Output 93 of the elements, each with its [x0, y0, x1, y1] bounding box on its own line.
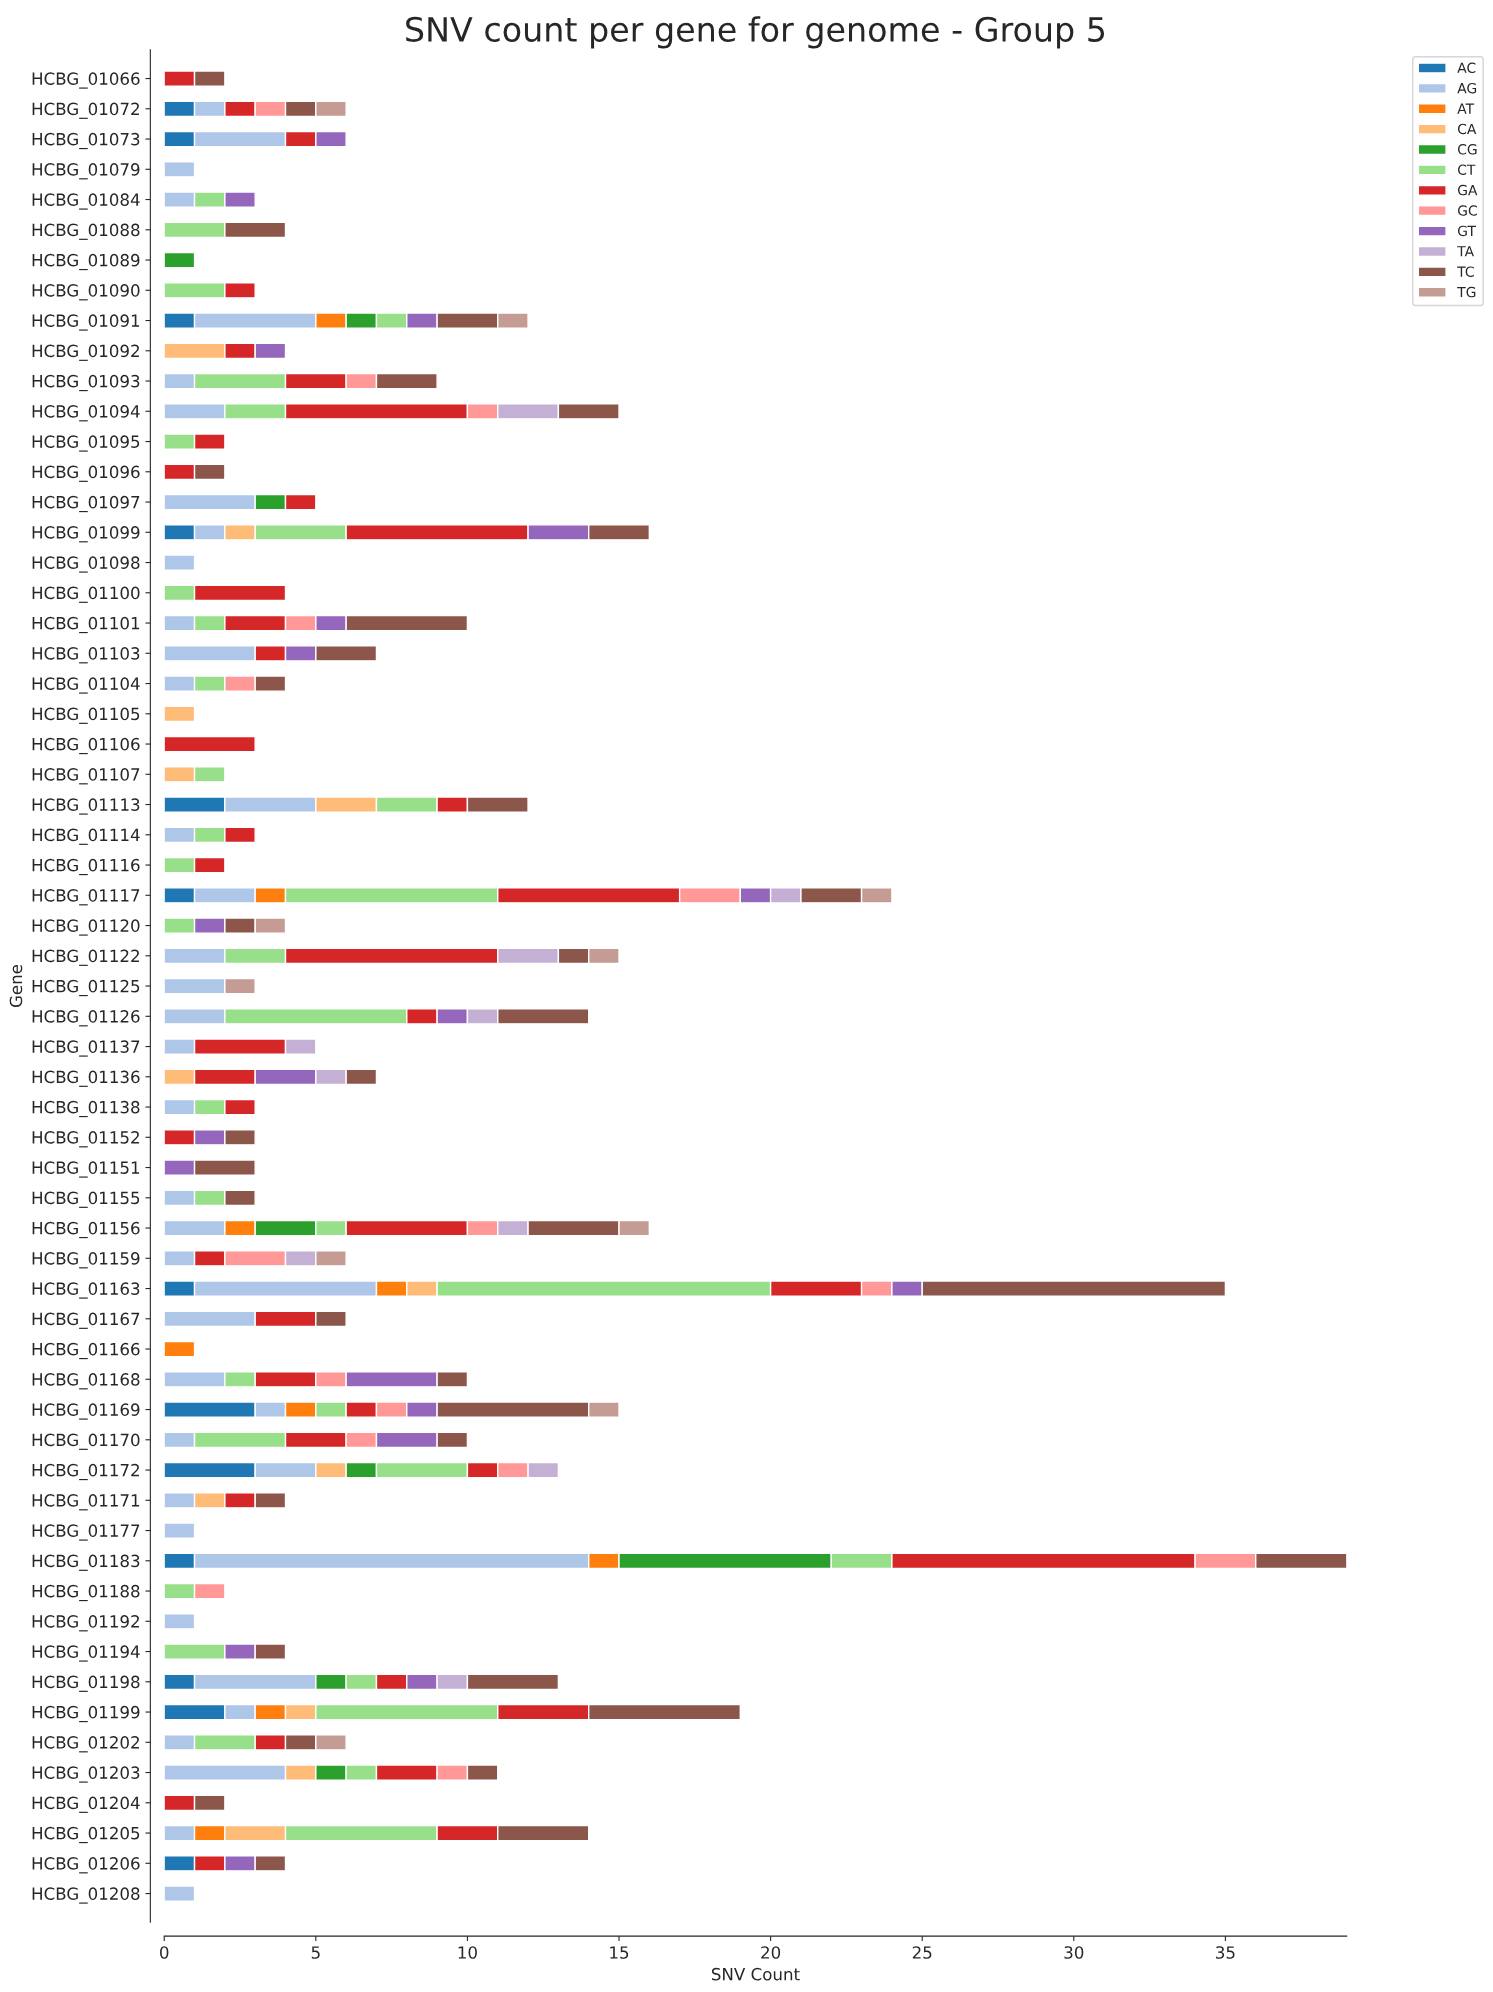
y-tick-label: HCBG_01120: [32, 919, 140, 936]
legend-label: GC: [1457, 205, 1477, 216]
y-tick-label: HCBG_01198: [32, 1675, 140, 1692]
bar: [164, 735, 256, 753]
y-tick-label: HCBG_01192: [32, 1615, 139, 1632]
y-tick-label: HCBG_01106: [32, 737, 140, 755]
legend-label: AC: [1457, 62, 1476, 74]
y-tick-label: HCBG_01204: [32, 1796, 140, 1813]
x-tick-label: 0: [160, 1946, 169, 1959]
y-tick-label: HCBG_01167: [32, 1312, 140, 1329]
bar: [164, 251, 196, 269]
y-tick-label: HCBG_01163: [32, 1282, 140, 1299]
y-tick-label: HCBG_01092: [32, 344, 139, 361]
x-tick-label: 5: [311, 1946, 320, 1959]
y-tick-label: HCBG_01188: [32, 1584, 140, 1602]
y-tick-label: HCBG_01104: [32, 677, 140, 694]
x-tick-label: 10: [458, 1946, 477, 1959]
y-tick-label: HCBG_01199: [32, 1705, 140, 1723]
legend-label: AT: [1457, 103, 1475, 114]
y-tick-label: HCBG_01159: [32, 1252, 140, 1269]
y-tick-label: HCBG_01206: [32, 1857, 140, 1874]
legend-label: CT: [1457, 164, 1476, 175]
y-tick-label: HCBG_01094: [32, 405, 140, 422]
y-tick-label: HCBG_01096: [32, 465, 140, 482]
y-tick-label: HCBG_01171: [32, 1494, 140, 1511]
y-tick-label: HCBG_01091: [32, 314, 140, 331]
y-tick-label: HCBG_01137: [32, 1040, 140, 1057]
x-tick-label: 35: [1216, 1946, 1235, 1959]
y-tick-label: HCBG_01125: [32, 979, 140, 997]
y-tick-label: HCBG_01168: [32, 1373, 140, 1390]
bar: [164, 1522, 196, 1539]
bar: [164, 1885, 196, 1902]
chart-title: SNV count per gene for genome - Group 5: [406, 16, 1105, 49]
y-tick-label: HCBG_01107: [32, 768, 140, 785]
x-tick-label: 15: [610, 1946, 629, 1959]
y-tick-label: HCBG_01072: [32, 102, 139, 119]
bar: [164, 161, 196, 178]
y-tick-label: HCBG_01103: [32, 647, 140, 664]
y-tick-label: HCBG_01098: [32, 556, 140, 573]
y-tick-label: HCBG_01122: [32, 949, 139, 966]
legend-label: TC: [1457, 266, 1474, 277]
y-tick-label: HCBG_01136: [32, 1070, 140, 1087]
y-tick-label: HCBG_01100: [32, 586, 140, 603]
y-tick-label: HCBG_01117: [32, 889, 140, 906]
y-tick-label: HCBG_01090: [32, 284, 140, 301]
y-tick-label: HCBG_01101: [32, 616, 140, 634]
y-tick-label: HCBG_01202: [32, 1736, 139, 1753]
y-tick-label: HCBG_01138: [32, 1100, 140, 1118]
legend-label: CA: [1457, 123, 1477, 135]
y-tick-label: HCBG_01084: [32, 193, 140, 210]
y-tick-label: HCBG_01079: [32, 163, 140, 180]
legend-label: AG: [1457, 82, 1477, 94]
bar: [164, 1340, 196, 1358]
x-tick-label: 20: [761, 1946, 781, 1959]
y-tick-label: HCBG_01114: [32, 828, 140, 845]
y-tick-label: HCBG_01097: [32, 495, 140, 513]
y-tick-label: HCBG_01099: [32, 526, 140, 543]
y-tick-label: HCBG_01156: [32, 1221, 140, 1239]
bar: [164, 1613, 196, 1630]
y-tick-label: HCBG_01088: [32, 223, 140, 240]
x-tick-label: 25: [912, 1946, 932, 1959]
y-tick-label: HCBG_01073: [32, 132, 140, 150]
y-tick-label: HCBG_01203: [32, 1766, 140, 1783]
y-tick-label: HCBG_01169: [32, 1403, 140, 1420]
y-tick-label: HCBG_01105: [32, 707, 140, 724]
legend-label: CG: [1457, 144, 1477, 155]
legend-label: GT: [1457, 225, 1476, 237]
x-tick-label: 30: [1064, 1946, 1084, 1959]
y-tick-label: HCBG_01113: [32, 798, 140, 815]
legend-label: TA: [1457, 246, 1474, 257]
y-tick-label: HCBG_01116: [32, 858, 140, 876]
y-tick-label: HCBG_01170: [32, 1433, 140, 1450]
y-tick-label: HCBG_01151: [32, 1161, 140, 1178]
y-tick-label: HCBG_01089: [32, 253, 140, 271]
y-tick-label: HCBG_01152: [32, 1131, 139, 1148]
y-tick-label: HCBG_01177: [32, 1524, 140, 1541]
legend-label: TG: [1457, 286, 1476, 298]
y-tick-label: HCBG_01183: [32, 1554, 140, 1571]
y-tick-label: HCBG_01205: [32, 1826, 140, 1844]
legend-label: GA: [1457, 184, 1478, 196]
x-axis-title: SNV Count: [711, 1967, 800, 1981]
y-tick-label: HCBG_01172: [32, 1463, 139, 1481]
bar: [164, 705, 196, 723]
y-axis-title: Gene: [9, 964, 23, 1008]
bar: [164, 554, 196, 571]
y-tick-label: HCBG_01095: [32, 435, 140, 452]
y-tick-label: HCBG_01093: [32, 374, 140, 392]
y-tick-label: HCBG_01208: [32, 1887, 140, 1904]
y-tick-label: HCBG_01066: [32, 72, 140, 89]
y-tick-label: HCBG_01126: [32, 1010, 140, 1027]
y-tick-label: HCBG_01155: [32, 1191, 140, 1208]
y-tick-label: HCBG_01194: [32, 1645, 140, 1662]
y-tick-label: HCBG_01166: [32, 1342, 140, 1360]
